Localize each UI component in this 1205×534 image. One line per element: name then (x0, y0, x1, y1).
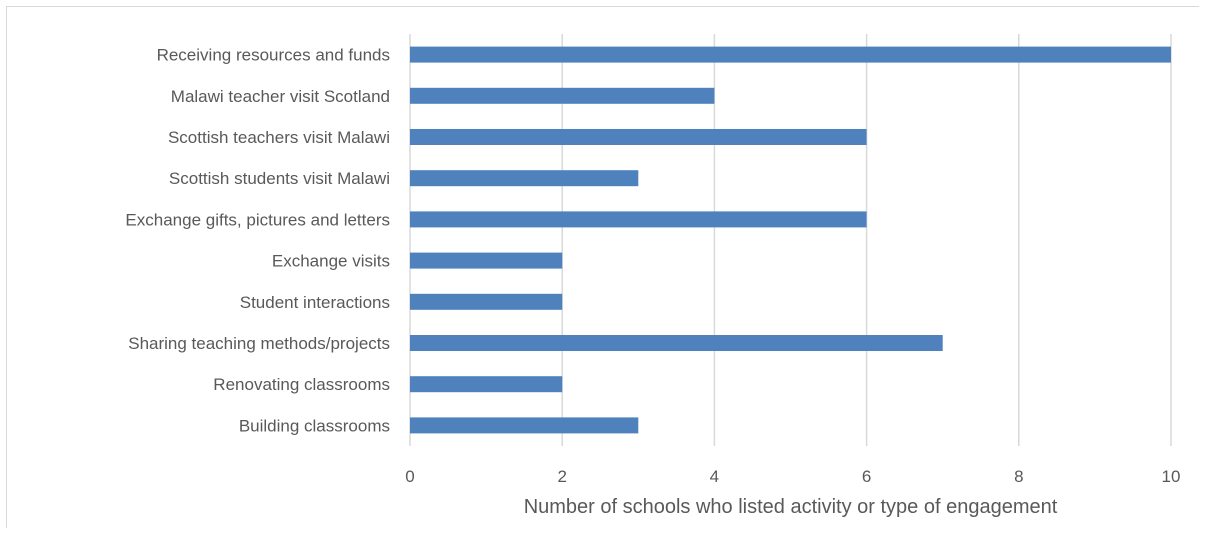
category-label: Exchange visits (272, 252, 390, 271)
category-label: Building classrooms (239, 416, 390, 435)
bar (410, 293, 563, 310)
x-tick-label: 4 (710, 467, 719, 486)
bar (410, 170, 639, 187)
bar (410, 376, 563, 393)
bar (410, 46, 1171, 63)
x-tick-label: 6 (862, 467, 871, 486)
bar (410, 417, 639, 434)
x-tick-label: 8 (1014, 467, 1023, 486)
bar (410, 211, 867, 228)
x-tick-label: 10 (1162, 467, 1181, 486)
category-label: Scottish teachers visit Malawi (168, 128, 390, 147)
category-label: Receiving resources and funds (157, 46, 390, 65)
category-label: Sharing teaching methods/projects (128, 334, 390, 353)
bars (410, 46, 1171, 434)
x-axis-title: Number of schools who listed activity or… (524, 496, 1058, 518)
x-tick-label: 0 (405, 467, 414, 486)
category-label: Malawi teacher visit Scotland (171, 87, 390, 106)
category-label: Renovating classrooms (213, 375, 390, 394)
category-label: Scottish students visit Malawi (169, 169, 390, 188)
bar (410, 87, 715, 104)
bar (410, 252, 563, 269)
category-label: Exchange gifts, pictures and letters (125, 210, 390, 229)
x-tick-label: 2 (557, 467, 566, 486)
x-tick-labels: 0 2 4 6 8 10 (405, 467, 1180, 486)
bar (410, 335, 943, 351)
chart-frame (6, 6, 1199, 528)
bar (410, 129, 867, 145)
category-label: Student interactions (240, 293, 390, 312)
category-labels: Receiving resources and funds Malawi teac… (125, 46, 390, 436)
